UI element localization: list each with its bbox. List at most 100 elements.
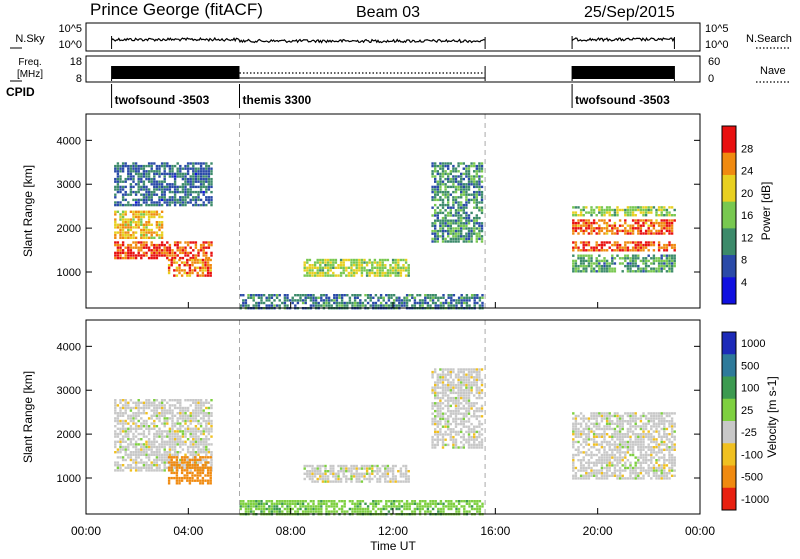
data-cell-2250 [614,415,616,417]
data-cell-125 [130,451,132,453]
data-cell-2471 [590,206,592,208]
data-cell-1924 [458,508,460,510]
data-cell-970 [340,480,342,482]
data-cell-1565 [250,503,252,505]
data-cell-1009 [361,467,363,469]
data-cell-1415 [465,186,467,188]
data-cell-837 [200,191,202,193]
data-cell-976 [345,465,347,467]
data-cell-917 [314,267,316,269]
data-cell-1061 [387,473,389,475]
data-cell-210 [140,469,142,471]
data-cell-898 [306,473,308,475]
data-cell-1644 [292,299,294,301]
data-cell-2140 [598,433,600,435]
data-cell-1227 [442,238,444,240]
data-cell-1086 [395,261,397,263]
data-cell-1469 [470,230,472,232]
data-cell-528 [138,173,140,175]
data-cell-1408 [465,426,467,428]
data-cell-397 [199,267,201,269]
data-cell-557 [187,399,189,401]
data-cell-1421 [465,201,467,203]
data-cell-2149 [598,472,600,474]
data-cell-1466 [473,384,475,386]
data-cell-464 [122,168,124,170]
data-cell-1517 [476,238,478,240]
data-cell-1347 [460,381,462,383]
data-cell-980 [345,478,347,480]
data-cell-1005 [358,475,360,477]
data-cell-1357 [460,418,462,420]
data-cell-2258 [614,446,616,448]
data-cell-423 [169,433,171,435]
data-cell-794 [192,183,194,185]
data-cell-2322 [606,262,608,264]
data-cell-608 [192,446,194,448]
data-cell-2184 [603,454,605,456]
data-cell-2059 [585,469,587,471]
data-cell-1967 [572,428,574,430]
data-cell-2115 [590,227,592,229]
data-cell-510 [179,425,181,427]
data-cell-716 [177,173,179,175]
data-cell-96 [161,241,163,243]
data-cell-1521 [478,168,480,170]
data-cell-1571 [253,505,255,507]
data-cell-186 [138,448,140,450]
data-cell-1288 [452,418,454,420]
data-cell-166 [200,247,202,249]
data-cell-2012 [577,477,579,479]
data-cell-1426 [468,405,470,407]
data-cell-2560 [666,214,668,216]
data-cell-114 [130,407,132,409]
data-cell-81 [125,412,127,414]
data-cell-1457 [470,436,472,438]
data-cell-914 [311,274,313,276]
data-cell-2557 [663,214,665,216]
data-cell-1011 [358,261,360,263]
data-cell-1542 [481,444,483,446]
data-cell-2218 [609,425,611,427]
colorbar-swatch-19 [722,211,736,216]
data-cell-2520 [632,211,634,213]
data-cell-744 [182,201,184,203]
data-cell-1779 [370,510,372,512]
data-cell-1786 [375,500,377,502]
data-cell-2406 [653,270,655,272]
data-cell-2104 [585,222,587,224]
data-cell-129 [177,249,179,251]
data-cell-2554 [661,214,663,216]
data-cell-1463 [470,183,472,185]
data-cell-609 [153,186,155,188]
data-cell-187 [138,451,140,453]
data-cell-2271 [580,265,582,267]
data-cell-1308 [455,413,457,415]
data-cell-444 [117,181,119,183]
data-cell-1821 [398,297,400,299]
data-cell-2224 [661,225,663,227]
data-cell-1083 [400,473,402,475]
data-cell-1759 [359,299,361,301]
data-cell-2391 [645,268,647,270]
data-cell-51 [138,249,140,251]
data-cell-1183 [439,165,441,167]
data-cell-134 [179,252,181,254]
data-cell-1524 [478,178,480,180]
data-cell-135 [132,415,134,417]
data-cell-604 [192,435,194,437]
data-cell-833 [191,467,193,469]
data-cell-324 [156,231,158,233]
data-cell-1238 [447,389,449,391]
data-cell-158 [135,428,137,430]
data-cell-1367 [460,178,462,180]
data-cell-1080 [392,259,394,261]
data-cell-157 [135,425,137,427]
data-cell-1219 [442,217,444,219]
data-cell-1646 [294,294,296,296]
data-cell-1988 [575,428,577,430]
data-cell-2016 [580,425,582,427]
data-cell-1266 [450,410,452,412]
data-cell-1342 [457,446,459,448]
data-cell-530 [138,178,140,180]
